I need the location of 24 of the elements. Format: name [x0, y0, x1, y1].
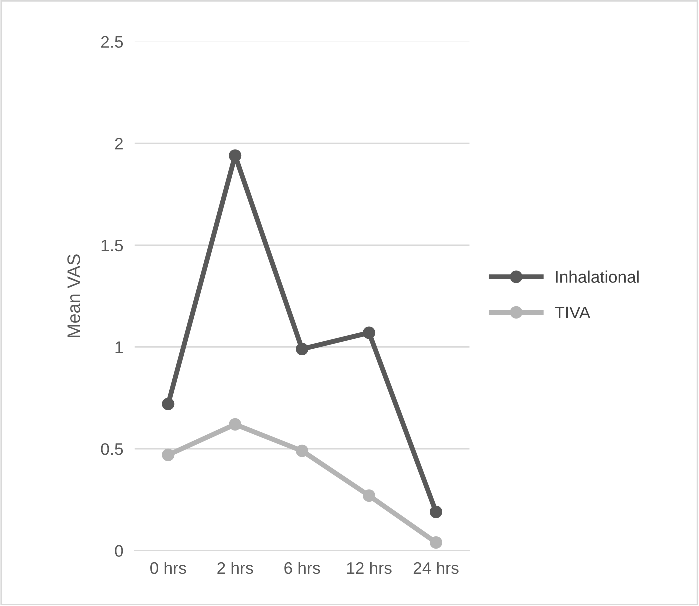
point: [229, 418, 242, 431]
y-tick-label: 0: [115, 545, 124, 558]
y-axis-title: Mean VAS: [68, 254, 80, 338]
y-tick-label: 0.5: [101, 443, 124, 456]
y-tick-label: 1.5: [102, 240, 124, 252]
point: [430, 506, 442, 518]
y-tick-label: 2: [115, 138, 123, 150]
x-tick-label: 12 hrs: [347, 562, 392, 574]
x-tick-label: 2 hrs: [218, 562, 254, 574]
point: [162, 398, 175, 410]
point: [229, 150, 242, 162]
x-tick-label: 24 hrs: [414, 562, 459, 574]
point: [430, 536, 442, 549]
point: [363, 326, 376, 340]
point: [363, 490, 376, 502]
y-tick-label: 1: [116, 342, 123, 354]
x-tick-label: 0 hrs: [150, 562, 186, 574]
legend-label: TIVA: [555, 306, 591, 318]
point: [296, 444, 309, 458]
x-tick-label: 6 hrs: [284, 562, 320, 574]
point: [162, 448, 175, 462]
legend-label: Inhalational: [556, 270, 639, 284]
y-tick-label: 2.5: [101, 36, 124, 48]
point: [296, 343, 309, 356]
